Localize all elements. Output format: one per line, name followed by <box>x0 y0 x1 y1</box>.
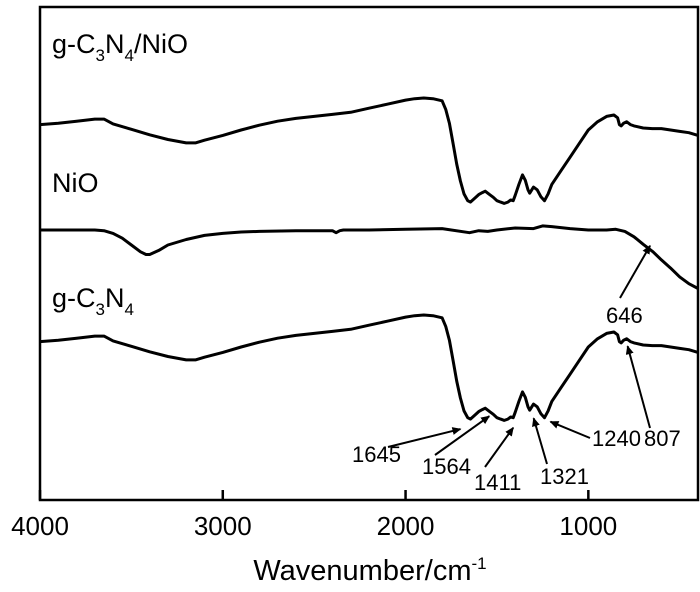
series-line-0 <box>39 96 699 205</box>
annotation-label-1240: 1240 <box>592 426 641 451</box>
annotation-arrow-1564 <box>434 415 491 456</box>
annotation-label-1564: 1564 <box>422 454 471 479</box>
spectrum-curves <box>39 96 699 422</box>
x-tick-label: 2000 <box>377 511 435 541</box>
plot-frame <box>38 5 700 502</box>
x-tick-label: 3000 <box>194 511 252 541</box>
annotation-arrow-1411 <box>484 426 515 468</box>
annotation-arrow-646 <box>619 244 651 299</box>
annotation-label-1321: 1321 <box>540 464 589 489</box>
series-label-nio: NiO <box>52 168 99 198</box>
series-label-g-c3n4-nio: g-C3N4/NiO <box>52 29 188 65</box>
annotation-label-1645: 1645 <box>352 442 401 467</box>
annotation-arrow-1240 <box>549 420 591 439</box>
x-axis-title: Wavenumber/cm-1 <box>253 554 486 587</box>
annotation-arrow-807 <box>625 345 651 429</box>
x-axis-tick-labels: 4000 3000 2000 1000 <box>11 511 617 541</box>
x-tick-label: 4000 <box>11 511 69 541</box>
annotation-label-1411: 1411 <box>474 470 521 495</box>
x-axis-ticks <box>38 490 590 500</box>
annotation-arrow-1645 <box>387 427 462 448</box>
annotation-arrow-1321 <box>532 417 548 465</box>
annotation-label-646: 646 <box>606 303 643 328</box>
series-line-2 <box>39 313 699 422</box>
series-line-1 <box>40 224 699 290</box>
x-tick-label: 1000 <box>559 511 617 541</box>
annotation-label-807: 807 <box>644 426 681 451</box>
series-label-g-c3n4: g-C3N4 <box>52 283 134 319</box>
